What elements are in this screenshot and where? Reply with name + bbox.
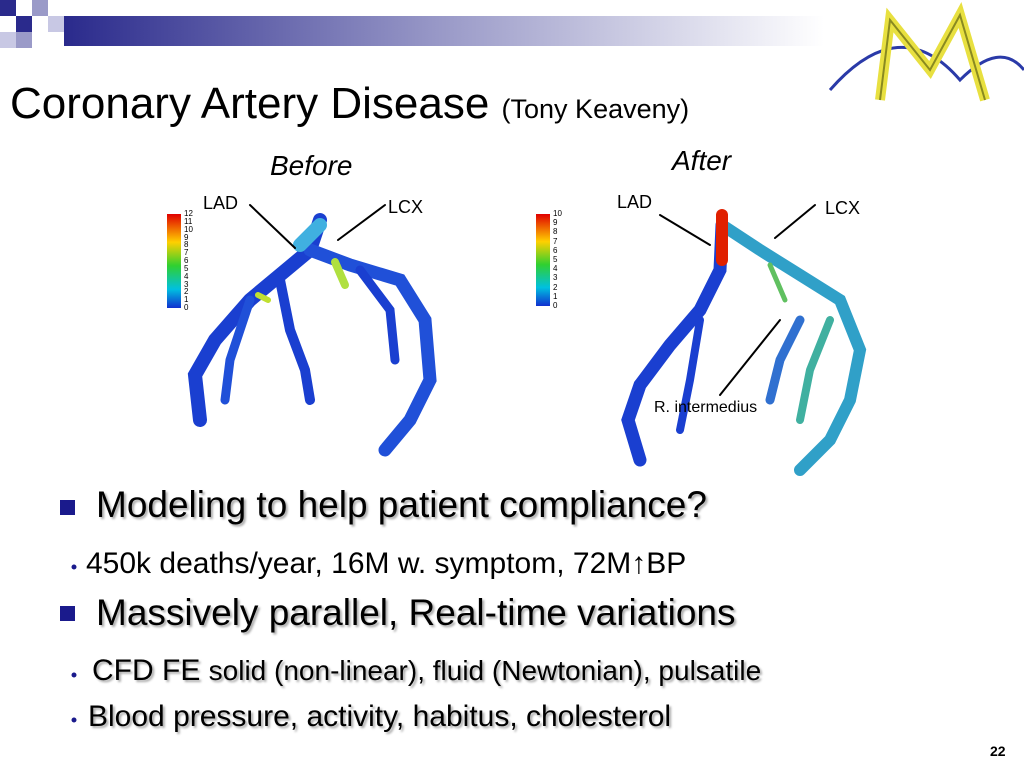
colorbar-tick-label: 5 bbox=[553, 255, 558, 264]
colorbar-tick-label: 2 bbox=[553, 282, 558, 292]
bullet-dot bbox=[71, 717, 77, 723]
title-note: (Tony Keaveny) bbox=[501, 94, 690, 124]
colorbar-tick-label: 2 bbox=[184, 287, 189, 297]
colorbar-tick-label: 1 bbox=[184, 295, 189, 305]
colorbar-tick-label: 12 bbox=[184, 209, 193, 218]
artery-before bbox=[167, 204, 437, 457]
bullet-square bbox=[60, 606, 75, 621]
colorbar-tick-label: 9 bbox=[184, 232, 189, 242]
colorbar-tick-label: 10 bbox=[184, 224, 193, 234]
colorbar-tick-label: 8 bbox=[184, 240, 189, 250]
colorbar-tick-label: 6 bbox=[553, 245, 558, 255]
colorbar-tick-label: 1 bbox=[553, 291, 558, 301]
bullet-dot bbox=[71, 564, 77, 570]
colorbar-tick-label: 6 bbox=[184, 256, 189, 265]
colorbar-tick-label: 10 bbox=[553, 209, 562, 218]
page-number: 22 bbox=[990, 743, 1006, 759]
colorbar-tick-label: 0 bbox=[184, 303, 189, 312]
sub-text: solid (non-linear), fluid (Newtonian), p… bbox=[208, 655, 762, 686]
title: Coronary Artery Disease (Tony Keaveny) bbox=[10, 82, 689, 126]
colorbar-tick-label: 7 bbox=[553, 236, 558, 246]
caption: Before bbox=[270, 150, 353, 181]
colorbar-tick-label: 9 bbox=[553, 218, 558, 228]
vessel-label: LCX bbox=[825, 198, 861, 218]
vessel-label: LAD bbox=[617, 192, 653, 212]
sub-bullet: Blood pressure, activity, habitus, chole… bbox=[88, 700, 672, 733]
colorbar-tick-label: 4 bbox=[184, 271, 189, 281]
artery-after bbox=[536, 204, 867, 476]
vessel-label: R. intermedius bbox=[654, 399, 758, 416]
colorbar-tick-label: 3 bbox=[184, 279, 189, 289]
colorbar-tick-label: 4 bbox=[553, 264, 558, 274]
colorbar-tick-label: 11 bbox=[184, 216, 193, 226]
colorbar-tick-label: 8 bbox=[553, 227, 558, 237]
caption: After bbox=[672, 145, 732, 176]
bullet-square bbox=[60, 500, 75, 515]
colorbar-tick-label: 5 bbox=[184, 263, 189, 273]
title-text: Coronary Artery Disease bbox=[10, 79, 490, 128]
sub-bullet: 450k deaths/year, 16M w. symptom, 72M↑BP bbox=[86, 547, 687, 580]
bullet-dot bbox=[71, 672, 77, 678]
colorbar-tick-label: 3 bbox=[553, 273, 558, 283]
lead: CFD FE bbox=[92, 654, 201, 687]
corner-squares bbox=[0, 0, 64, 48]
logo bbox=[828, 2, 1024, 102]
vessel-label: LAD bbox=[203, 193, 239, 213]
sub-bullet: CFD FE solid (non-linear), fluid (Newton… bbox=[92, 656, 761, 686]
vessel-label: LCX bbox=[388, 197, 424, 217]
colorbar-tick-label: 7 bbox=[184, 248, 189, 258]
bullet: Modeling to help patient compliance? bbox=[96, 484, 707, 525]
top-bar bbox=[64, 16, 824, 46]
bullet: Massively parallel, Real-time variations bbox=[96, 592, 736, 633]
colorbar-tick-label: 0 bbox=[553, 301, 558, 310]
